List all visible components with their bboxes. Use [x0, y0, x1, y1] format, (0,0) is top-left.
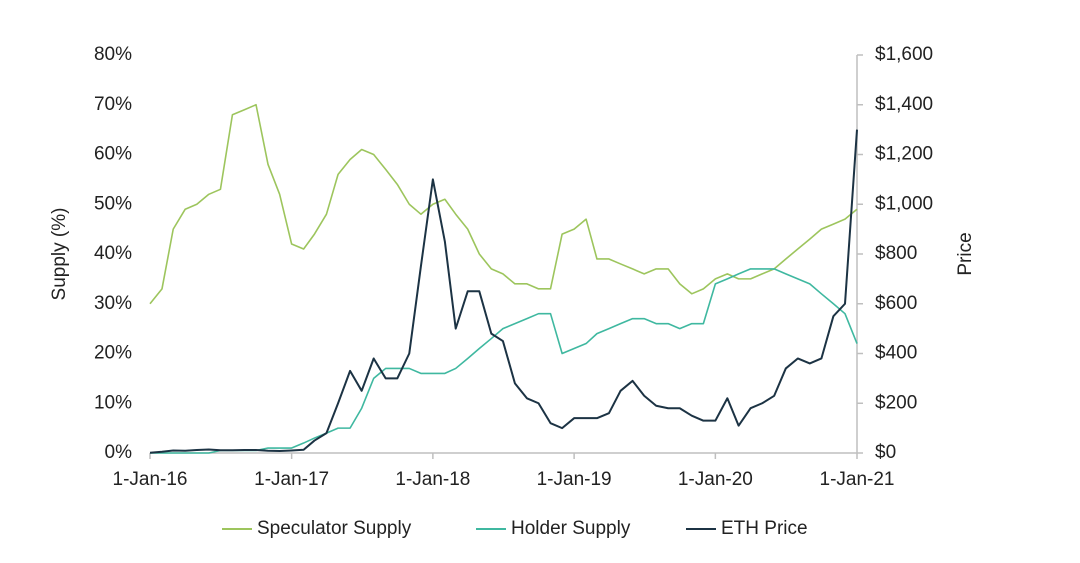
legend-label: ETH Price [721, 518, 808, 539]
y2-tick-label: $1,200 [875, 144, 933, 165]
y2-tick-label: $600 [875, 293, 917, 314]
y-tick-label: 80% [94, 44, 132, 65]
y-tick-label: 60% [94, 144, 132, 165]
y2-tick-label: $1,000 [875, 193, 933, 214]
x-tick-label: 1-Jan-19 [537, 469, 612, 490]
y-tick-label: 40% [94, 243, 132, 264]
y2-tick-label: $0 [875, 442, 896, 463]
y2-tick-label: $1,600 [875, 44, 933, 65]
series-line [149, 129, 858, 454]
x-tick-label: 1-Jan-21 [820, 469, 895, 490]
x-tick-label: 1-Jan-16 [113, 469, 188, 490]
y-tick-label: 20% [94, 343, 132, 364]
y-tick-label: 0% [105, 442, 133, 463]
y2-tick-label: $800 [875, 243, 917, 264]
y-tick-label: 50% [94, 193, 132, 214]
series-line [150, 268, 858, 454]
x-tick-label: 1-Jan-20 [678, 469, 753, 490]
y2-tick-label: $1,400 [875, 94, 933, 115]
y-tick-label: 30% [94, 293, 132, 314]
y-tick-label: 70% [94, 94, 132, 115]
y-tick-label: 10% [94, 392, 132, 413]
legend-label: Holder Supply [511, 518, 631, 539]
x-tick-label: 1-Jan-18 [395, 469, 470, 490]
y-axis-title: Supply (%) [49, 208, 70, 301]
y2-tick-label: $200 [875, 392, 917, 413]
y2-axis-title: Price [955, 232, 976, 275]
x-tick-label: 1-Jan-17 [254, 469, 329, 490]
series-line [149, 103, 858, 305]
y2-tick-label: $400 [875, 343, 917, 364]
legend-label: Speculator Supply [257, 518, 412, 539]
